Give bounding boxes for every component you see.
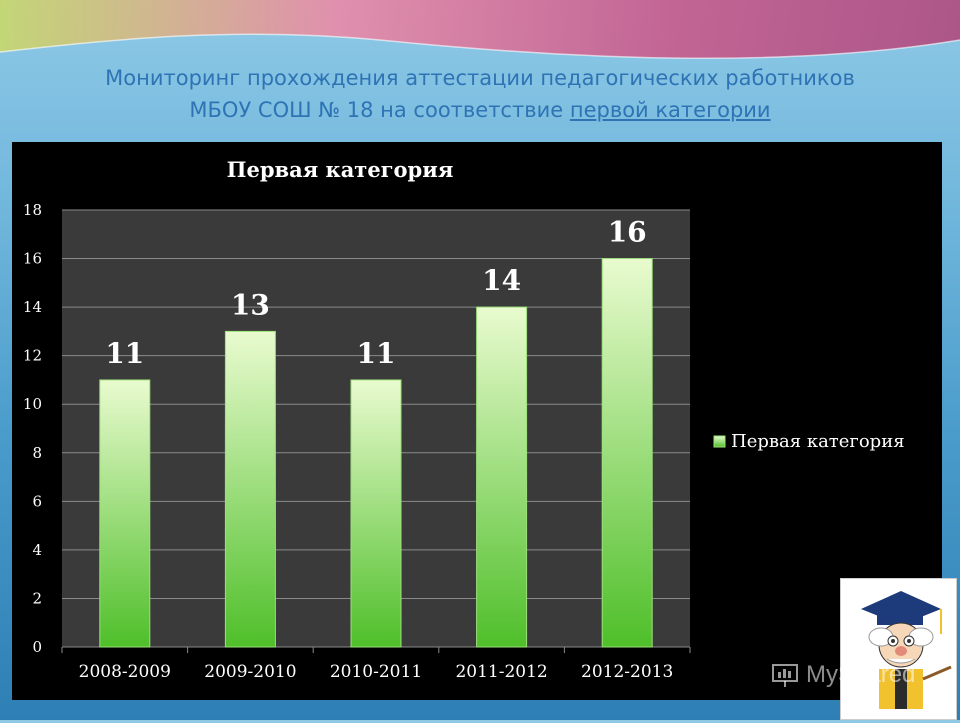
slide-title-prefix: МБОУ СОШ № 18 на соответствие [189,98,570,122]
slide-title-line-1: Мониторинг прохождения аттестации педаго… [105,66,855,90]
slide-title-line-2: МБОУ СОШ № 18 на соответствие первой кат… [0,94,960,126]
x-tick-label: 2011-2012 [455,662,547,682]
bar [601,258,653,648]
bar [224,330,276,648]
x-tick-label: 2009-2010 [204,662,296,682]
watermark-text: MyShared [806,661,916,688]
presentation-icon [772,664,798,687]
chart-container: Первая категория 0 2 4 6 8 10 12 14 16 18 11 2008-20… [12,142,942,700]
y-tick-label: 16 [23,250,42,268]
bar [476,306,528,648]
y-tick-label: 12 [23,347,42,365]
bar [350,379,402,648]
y-tick-label: 14 [23,298,42,316]
data-label: 11 [357,337,396,370]
legend-label: Первая категория [731,431,905,452]
y-tick-label: 4 [32,541,42,559]
watermark: MyShared [770,655,945,695]
y-tick-label: 18 [23,201,42,219]
chart-title: Первая категория [227,157,454,182]
top-decoration [0,0,960,60]
x-tick-label: 2008-2009 [79,662,171,682]
data-label: 14 [482,264,521,297]
data-label: 16 [608,216,647,249]
y-tick-label: 10 [23,395,42,413]
slide-title-link[interactable]: первой категории [569,98,771,122]
x-tick-label: 2012-2013 [581,662,673,682]
data-label: 13 [231,288,270,321]
bar-chart: Первая категория 0 2 4 6 8 10 12 14 16 18 11 2008-20… [23,157,905,682]
data-label: 11 [105,337,144,370]
y-tick-label: 2 [32,589,42,607]
legend-swatch [713,435,726,448]
y-tick-label: 0 [32,638,42,656]
slide-title: Мониторинг прохождения аттестации педаго… [0,62,960,126]
y-tick-label: 8 [32,444,42,462]
mascot-image [840,578,957,720]
y-tick-label: 6 [32,492,42,510]
x-tick-label: 2010-2011 [330,662,422,682]
bar [99,379,151,648]
